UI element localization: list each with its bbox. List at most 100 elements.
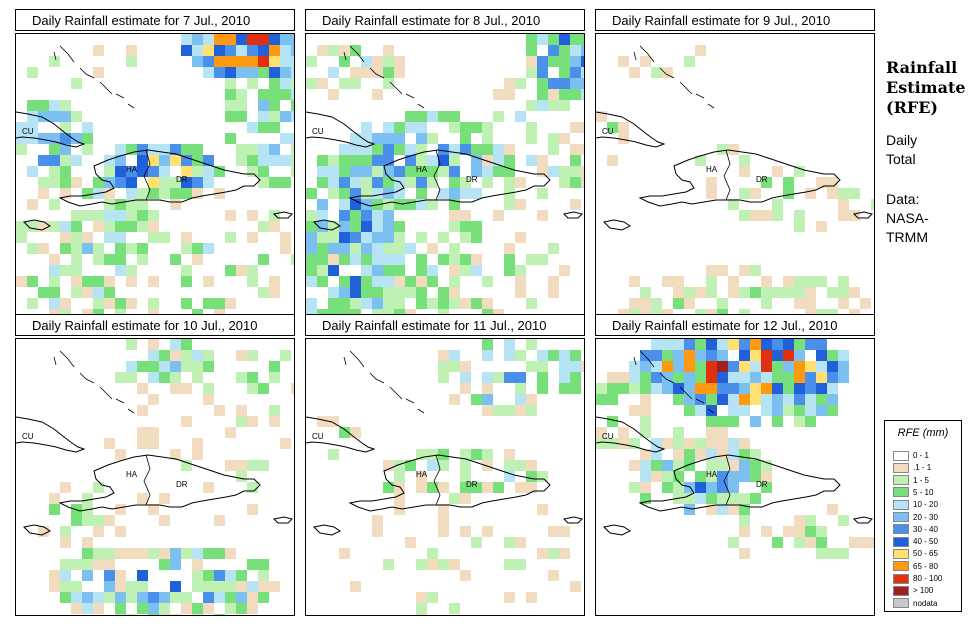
- rainfall-cell: [225, 133, 236, 144]
- rainfall-cell: [258, 155, 269, 166]
- coastline: [596, 416, 666, 453]
- rainfall-cell: [339, 78, 350, 89]
- rainfall-cell: [247, 122, 258, 133]
- rainfall-cell: [504, 460, 515, 471]
- rainfall-cell: [684, 350, 695, 361]
- rainfall-cell: [559, 383, 570, 394]
- rainfall-cell: [739, 350, 750, 361]
- rainfall-cell: [93, 243, 104, 254]
- rainfall-cell: [214, 34, 225, 45]
- rainfall-cell: [181, 265, 192, 276]
- rainfall-cell: [827, 548, 838, 559]
- rainfall-cell: [717, 438, 728, 449]
- rainfall-cell: [706, 309, 717, 318]
- rainfall-cell: [181, 350, 192, 361]
- rainfall-cell: [717, 471, 728, 482]
- rainfall-cell: [728, 199, 739, 210]
- country-border: [723, 454, 731, 506]
- rainfall-cell: [706, 405, 717, 416]
- rainfall-cell: [629, 67, 640, 78]
- rainfall-cell: [526, 34, 537, 45]
- rainfall-cell: [350, 221, 361, 232]
- coastline: [22, 524, 51, 536]
- rainfall-cell: [838, 188, 849, 199]
- rainfall-cell: [493, 210, 504, 221]
- source-line: TRMM: [886, 229, 928, 245]
- rainfall-cell: [328, 221, 339, 232]
- rainfall-cell: [504, 89, 515, 100]
- rainfall-cell: [416, 155, 427, 166]
- rainfall-cell: [236, 45, 247, 56]
- rainfall-cell: [236, 460, 247, 471]
- rainfall-cell: [772, 372, 783, 383]
- rainfall-cell: [236, 111, 247, 122]
- rainfall-cell: [192, 603, 203, 614]
- rainfall-cell: [427, 592, 438, 603]
- rainfall-cell: [339, 188, 350, 199]
- rainfall-cell: [170, 614, 181, 615]
- rainfall-cell: [93, 45, 104, 56]
- rainfall-cell: [203, 394, 214, 405]
- rainfall-cell: [203, 45, 214, 56]
- rainfall-cell: [548, 166, 559, 177]
- rainfall-cell: [695, 350, 706, 361]
- rainfall-cell: [258, 100, 269, 111]
- rainfall-cell: [71, 276, 82, 287]
- rainfall-cell: [137, 243, 148, 254]
- country-label: HA: [706, 470, 718, 479]
- rainfall-cell: [761, 526, 772, 537]
- rainfall-cell: [471, 265, 482, 276]
- rainfall-cell: [60, 188, 71, 199]
- coastline: [852, 516, 873, 524]
- rainfall-cell: [728, 394, 739, 405]
- rainfall-cell: [706, 188, 717, 199]
- rainfall-cell: [291, 133, 294, 144]
- rainfall-cell: [526, 405, 537, 416]
- rainfall-cell: [607, 122, 618, 133]
- rainfall-cell: [838, 199, 849, 210]
- rainfall-cell: [471, 155, 482, 166]
- rainfall-cell: [104, 570, 115, 581]
- rainfall-cell: [449, 350, 460, 361]
- coastline: [99, 386, 113, 400]
- rainfall-cell: [596, 383, 607, 394]
- rainfall-cell: [269, 210, 280, 221]
- rainfall-cell: [71, 133, 82, 144]
- rainfall-cell: [559, 265, 570, 276]
- rainfall-cell: [827, 361, 838, 372]
- rainfall-cell: [170, 254, 181, 265]
- rainfall-cell: [126, 144, 137, 155]
- rainfall-cell: [203, 67, 214, 78]
- rainfall-cell: [126, 276, 137, 287]
- rainfall-cell: [317, 232, 328, 243]
- rainfall-cell: [115, 221, 126, 232]
- rainfall-cell: [427, 243, 438, 254]
- rainfall-cell: [504, 199, 515, 210]
- rainfall-cell: [405, 122, 416, 133]
- rainfall-cell: [559, 350, 570, 361]
- rainfall-cell: [214, 592, 225, 603]
- rainfall-cell: [104, 188, 115, 199]
- rainfall-cell: [504, 177, 515, 188]
- rainfall-cell: [306, 265, 317, 276]
- rainfall-cell: [515, 482, 526, 493]
- rainfall-cell: [170, 548, 181, 559]
- rainfall-cell: [761, 177, 772, 188]
- rainfall-cell: [181, 361, 192, 372]
- rainfall-cell: [427, 559, 438, 570]
- rainfall-cell: [460, 449, 471, 460]
- rainfall-cell: [548, 276, 559, 287]
- rainfall-cell: [728, 339, 739, 350]
- rainfall-cell: [427, 460, 438, 471]
- rainfall-cell: [706, 350, 717, 361]
- rainfall-cell: [526, 100, 537, 111]
- coastline: [369, 67, 385, 79]
- legend-swatch: [893, 585, 909, 596]
- rainfall-cell: [137, 493, 148, 504]
- rainfall-cell: [82, 210, 93, 221]
- country-label: DR: [466, 175, 478, 184]
- rainfall-cell: [482, 177, 493, 188]
- rainfall-cell: [783, 276, 794, 287]
- rainfall-cell: [739, 339, 750, 350]
- rainfall-cell: [449, 111, 460, 122]
